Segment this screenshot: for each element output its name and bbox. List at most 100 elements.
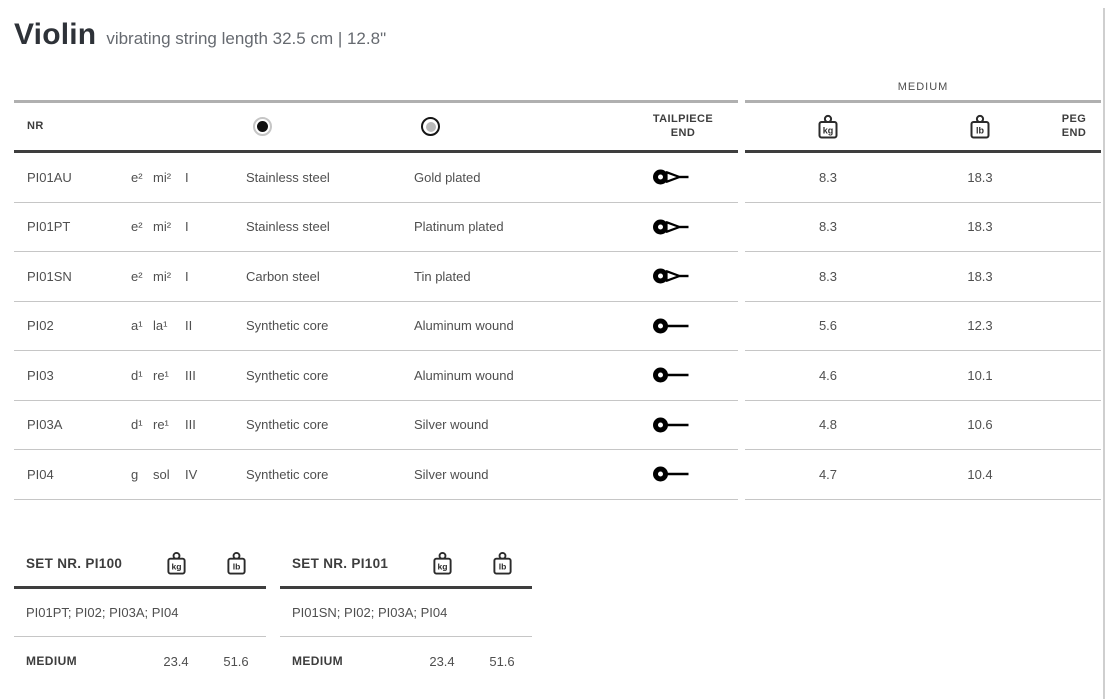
row-winding: Silver wound bbox=[414, 417, 489, 433]
table-row: PI04 g sol IV Synthetic core Silver woun… bbox=[14, 450, 738, 500]
note-pitch: e² bbox=[131, 169, 143, 185]
svg-text:kg: kg bbox=[823, 125, 834, 135]
note-pitch: g bbox=[131, 466, 139, 482]
tension-row: 4.6 10.1 bbox=[745, 351, 1101, 401]
table-row: PI03A d¹ re¹ III Synthetic core Silver w… bbox=[14, 401, 738, 450]
svg-text:lb: lb bbox=[976, 125, 985, 135]
table-row: PI03 d¹ re¹ III Synthetic core Aluminum … bbox=[14, 351, 738, 401]
ball-end-icon bbox=[653, 318, 689, 334]
core-material-icon bbox=[253, 117, 272, 136]
note-solfege: la¹ bbox=[153, 318, 168, 334]
nr-column-header: NR bbox=[27, 119, 44, 132]
row-nr: PI01PT bbox=[27, 219, 71, 235]
note-solfege: re¹ bbox=[153, 367, 169, 383]
main-table-left-body: PI01AU e² mi² I Stainless steel Gold pla… bbox=[14, 153, 738, 500]
note-roman-numeral: I bbox=[185, 169, 189, 185]
table-row: PI01SN e² mi² I Carbon steel Tin plated bbox=[14, 252, 738, 302]
lb-weight-icon: lb bbox=[970, 114, 990, 138]
tension-row: 4.7 10.4 bbox=[745, 450, 1101, 500]
row-core-material: Synthetic core bbox=[246, 417, 329, 433]
svg-text:kg: kg bbox=[437, 561, 447, 571]
set-lb-value: 51.6 bbox=[489, 653, 515, 669]
lb-weight-icon: lb bbox=[492, 551, 512, 574]
set-table-pi101: SET NR. PI101 kg lb PI01SN; PI02; PI03A;… bbox=[280, 540, 532, 685]
page-header: Violin vibrating string length 32.5 cm |… bbox=[14, 18, 386, 52]
set-header-row: SET NR. PI100 kg lb bbox=[14, 540, 266, 589]
row-note: e² mi² I bbox=[131, 269, 246, 284]
set-gauge-label: MEDIUM bbox=[292, 654, 344, 668]
loop-end-icon bbox=[653, 219, 689, 235]
tension-lb-value: 12.3 bbox=[967, 318, 993, 334]
page-title: Violin bbox=[14, 18, 97, 51]
note-roman-numeral: III bbox=[185, 367, 196, 383]
svg-text:lb: lb bbox=[232, 561, 240, 571]
page-border bbox=[1103, 8, 1105, 699]
row-winding: Gold plated bbox=[414, 169, 481, 185]
note-roman-numeral: III bbox=[185, 417, 196, 433]
row-nr: PI02 bbox=[27, 318, 54, 334]
tension-kg-value: 4.6 bbox=[818, 367, 838, 383]
peg-end-header: PEG END bbox=[1061, 112, 1087, 139]
tension-header-row: kg lb PEG END bbox=[745, 100, 1101, 153]
tension-row: 5.6 12.3 bbox=[745, 302, 1101, 351]
kg-weight-icon: kg bbox=[166, 551, 186, 574]
note-roman-numeral: II bbox=[185, 318, 193, 334]
tension-lb-value: 18.3 bbox=[967, 268, 993, 284]
tension-kg-value: 8.3 bbox=[818, 268, 838, 284]
set-table-pi100: SET NR. PI100 kg lb PI01PT; PI02; PI03A;… bbox=[14, 540, 266, 685]
svg-text:lb: lb bbox=[498, 561, 506, 571]
tension-row: 4.8 10.6 bbox=[745, 401, 1101, 450]
set-title: SET NR. PI101 bbox=[292, 555, 389, 571]
set-kg-value: 23.4 bbox=[429, 653, 455, 669]
svg-text:kg: kg bbox=[171, 561, 181, 571]
ball-end-icon bbox=[653, 417, 689, 433]
set-contents: PI01SN; PI02; PI03A; PI04 bbox=[280, 589, 532, 637]
tailpiece-end-header: TAILPIECE END bbox=[652, 112, 714, 139]
string-spec-table: NR TAILPIECE END PI01AU e² mi² I Stainle… bbox=[14, 100, 738, 500]
row-note: d¹ re¹ III bbox=[131, 368, 246, 383]
row-note: d¹ re¹ III bbox=[131, 417, 246, 432]
row-winding: Aluminum wound bbox=[414, 367, 514, 383]
tension-kg-value: 8.3 bbox=[818, 219, 838, 235]
table-row: PI02 a¹ la¹ II Synthetic core Aluminum w… bbox=[14, 302, 738, 351]
set-kg-value: 23.4 bbox=[163, 653, 189, 669]
row-winding: Platinum plated bbox=[414, 219, 504, 235]
row-note: a¹ la¹ II bbox=[131, 318, 246, 333]
medium-gauge-label: MEDIUM bbox=[897, 81, 949, 93]
note-pitch: a¹ bbox=[131, 318, 143, 334]
tension-lb-value: 10.4 bbox=[967, 466, 993, 482]
row-core-material: Carbon steel bbox=[246, 268, 320, 284]
tension-row: 8.3 18.3 bbox=[745, 252, 1101, 302]
set-lb-value: 51.6 bbox=[223, 653, 249, 669]
tension-kg-value: 4.8 bbox=[818, 417, 838, 433]
tension-lb-value: 10.6 bbox=[967, 417, 993, 433]
page-subtitle: vibrating string length 32.5 cm | 12.8" bbox=[106, 29, 387, 48]
row-nr: PI01AU bbox=[27, 169, 72, 185]
set-contents: PI01PT; PI02; PI03A; PI04 bbox=[14, 589, 266, 637]
row-note: e² mi² I bbox=[131, 219, 246, 234]
row-core-material: Stainless steel bbox=[246, 219, 330, 235]
note-solfege: mi² bbox=[153, 169, 172, 185]
note-roman-numeral: I bbox=[185, 268, 189, 284]
set-medium-row: MEDIUM 23.4 51.6 bbox=[280, 637, 532, 685]
tension-kg-value: 8.3 bbox=[818, 169, 838, 185]
row-core-material: Synthetic core bbox=[246, 318, 329, 334]
row-core-material: Synthetic core bbox=[246, 466, 329, 482]
note-solfege: re¹ bbox=[153, 417, 169, 433]
note-roman-numeral: IV bbox=[185, 466, 198, 482]
note-solfege: mi² bbox=[153, 219, 172, 235]
tension-row: 8.3 18.3 bbox=[745, 203, 1101, 252]
note-solfege: sol bbox=[153, 466, 170, 482]
row-nr: PI01SN bbox=[27, 268, 72, 284]
note-pitch: d¹ bbox=[131, 367, 143, 383]
set-title: SET NR. PI100 bbox=[26, 555, 123, 571]
row-core-material: Synthetic core bbox=[246, 367, 329, 383]
row-core-material: Stainless steel bbox=[246, 169, 330, 185]
row-note: g sol IV bbox=[131, 467, 246, 482]
kg-weight-icon: kg bbox=[818, 114, 838, 138]
lb-weight-icon: lb bbox=[226, 551, 246, 574]
set-header-row: SET NR. PI101 kg lb bbox=[280, 540, 532, 589]
tension-table: kg lb PEG END 8.3 18.3 8.3 18.3 8 bbox=[745, 100, 1101, 500]
tension-lb-value: 18.3 bbox=[967, 219, 993, 235]
